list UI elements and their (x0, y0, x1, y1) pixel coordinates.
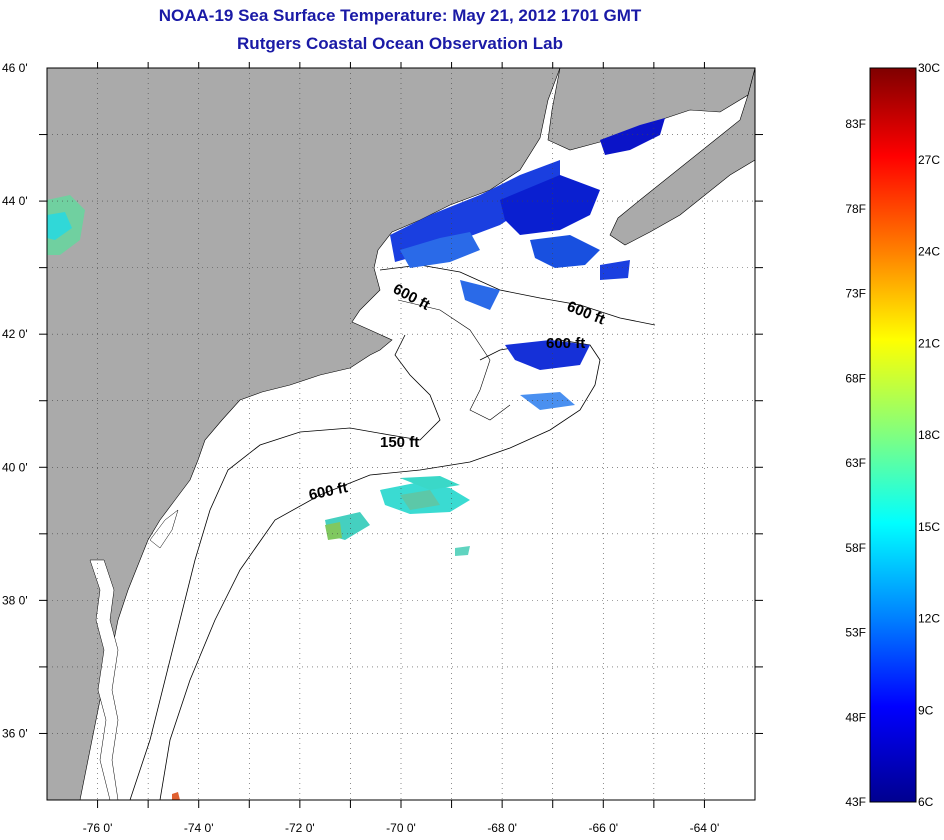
colorbar-celsius-label: 30C (918, 61, 940, 75)
contour-label: 600 ft (546, 335, 585, 352)
colorbar-fahrenheit-label: 58F (845, 541, 866, 555)
colorbar-fahrenheit-label: 53F (845, 626, 866, 640)
lon-tick-label: -76 0' (83, 821, 113, 835)
sst-patches (47, 118, 665, 800)
land-nova-scotia (609, 68, 755, 246)
lon-tick-label: -64 0' (690, 821, 720, 835)
lat-tick-label: 44 0' (2, 194, 28, 208)
colorbar-fahrenheit-label: 68F (845, 371, 866, 385)
contour-600ft (159, 339, 601, 800)
colorbar-celsius-label: 21C (918, 336, 940, 350)
colorbar-celsius-label: 27C (918, 153, 940, 167)
colorbar-scale (869, 67, 917, 803)
colorbar-fahrenheit-label: 83F (845, 117, 866, 131)
map-frame (46, 67, 756, 801)
lon-tick-label: -66 0' (588, 821, 618, 835)
longitude-labels: -76 0' -74 0' -72 0' -70 0' -68 0' -66 0' -64 … (83, 821, 720, 835)
colorbar-celsius-label: 15C (918, 520, 940, 534)
map-title: NOAA-19 Sea Surface Temperature: May 21,… (158, 6, 642, 25)
lon-tick-label: -70 0' (386, 821, 416, 835)
colorbar-fahrenheit-label: 73F (845, 287, 866, 301)
land-mainland (47, 68, 561, 800)
colorbar-fahrenheit-label: 63F (845, 456, 866, 470)
contour-label: 150 ft (380, 434, 419, 451)
lat-tick-label: 40 0' (2, 460, 28, 474)
colorbar-fahrenheit-label: 78F (845, 202, 866, 216)
colorbar-celsius-label: 18C (918, 428, 940, 442)
contour-150ft (129, 334, 441, 800)
lon-tick-label: -72 0' (285, 821, 315, 835)
lat-tick-label: 38 0' (2, 593, 28, 607)
graticule (39, 62, 763, 808)
colorbar-fahrenheit-label: 48F (845, 710, 866, 724)
colorbar-celsius-label: 12C (918, 612, 940, 626)
lon-tick-label: -68 0' (487, 821, 517, 835)
chesapeake-bay (89, 559, 119, 800)
lat-tick-label: 42 0' (2, 327, 28, 341)
colorbar-labels: 30C 27C 24C 21C 18C 15C 12C 9C 6C 83F 78F 73F 68F 63F… (845, 61, 940, 809)
delaware-bay (149, 509, 179, 549)
colorbar-celsius-label: 9C (918, 703, 934, 717)
colorbar-fahrenheit-label: 43F (845, 795, 866, 809)
colorbar-celsius-label: 6C (918, 795, 934, 809)
lon-tick-label: -74 0' (184, 821, 214, 835)
contour-gulf-inner (397, 299, 511, 421)
lat-tick-label: 46 0' (2, 61, 28, 75)
colorbar-celsius-label: 24C (918, 245, 940, 259)
lat-tick-label: 36 0' (2, 726, 28, 740)
contour-600ft-gulf (379, 264, 656, 326)
map-subtitle: Rutgers Coastal Ocean Observation Lab (237, 34, 563, 53)
latitude-labels: 46 0' 44 0' 42 0' 40 0' 38 0' 36 0' (2, 61, 28, 740)
